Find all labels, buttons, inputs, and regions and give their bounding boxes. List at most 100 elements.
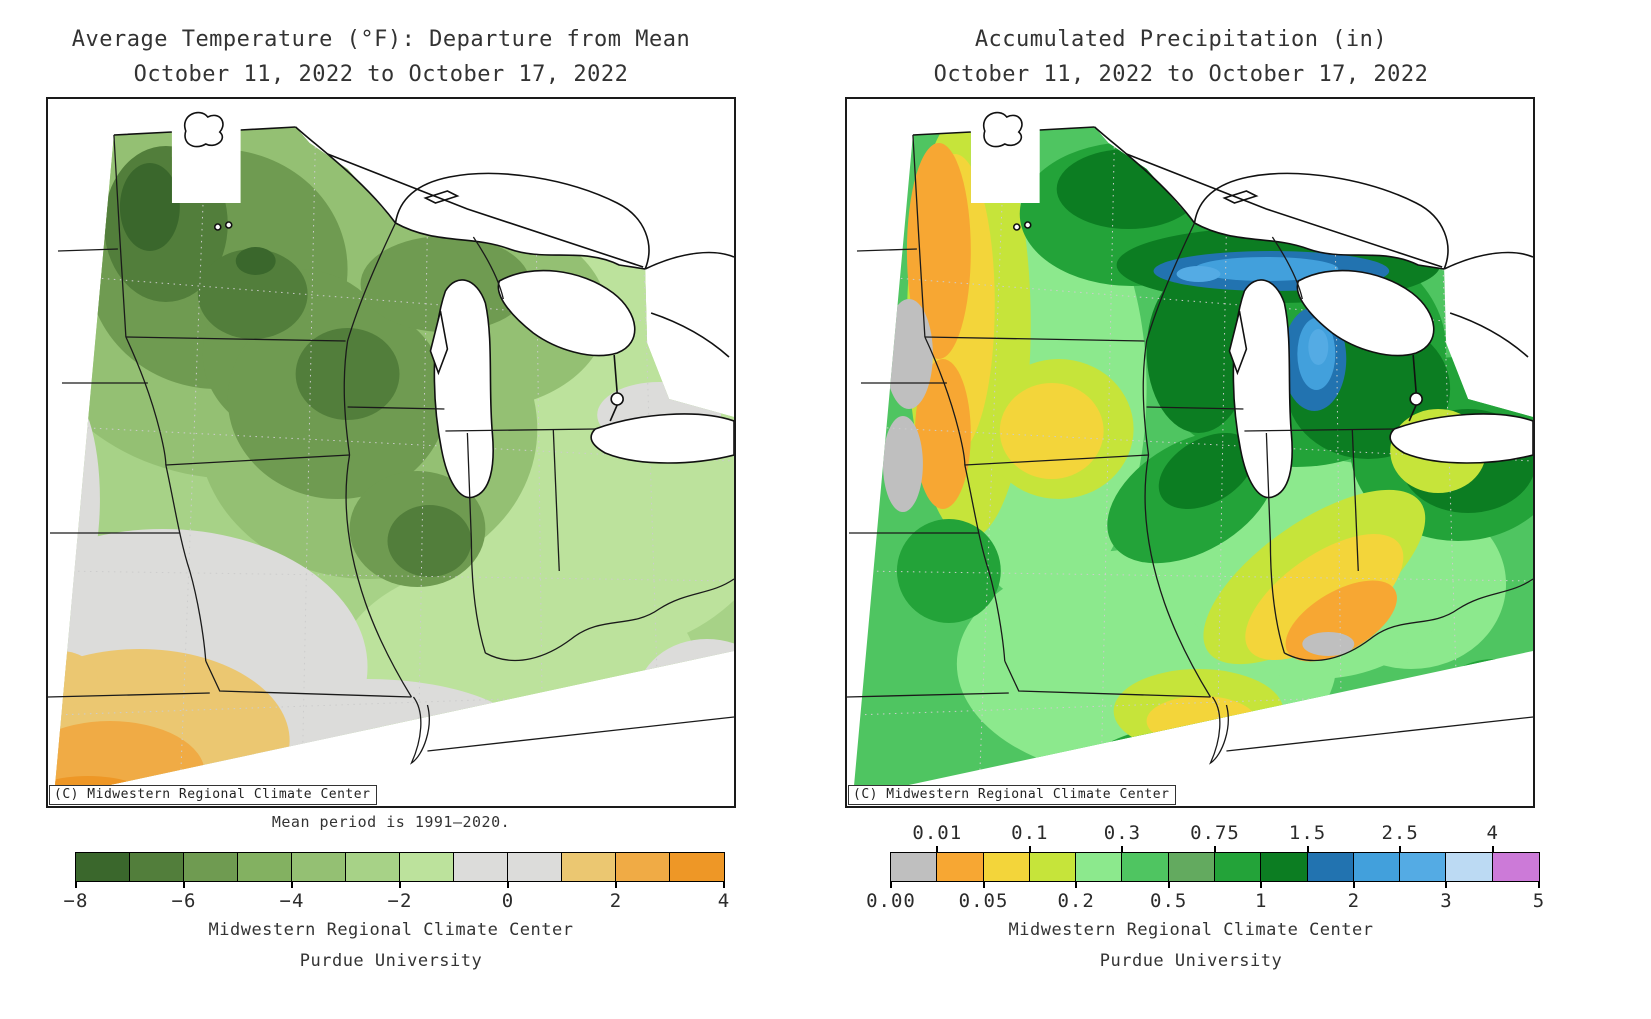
attribution-line2: Purdue University: [1099, 951, 1283, 971]
lake-huron: [497, 269, 636, 357]
mean-period-note: Mean period is 1991–2020.: [271, 813, 511, 831]
colorbar-tick-label: 1.5: [1288, 822, 1327, 844]
temperature-map: [48, 111, 734, 797]
colorbar-segment: [891, 853, 938, 881]
attribution-line1: Midwestern Regional Climate Center: [208, 920, 574, 940]
attribution-line2: Purdue University: [299, 951, 483, 971]
colorbar-tick-label: 3: [1440, 890, 1453, 912]
colorbar-segment: [1307, 853, 1354, 881]
coastlines: [113, 126, 734, 422]
colorbar-segment: [508, 853, 562, 881]
colorbar-segment: [562, 853, 616, 881]
precipitation-title: Accumulated Precipitation (in) October 1…: [825, 22, 1537, 92]
temperature-colorbar: −8 −6 −4 −2 0 2 4: [64, 852, 729, 912]
colorbar-tick: [291, 881, 293, 888]
small-lake: [1012, 223, 1021, 231]
colorbar-tick-label: 0.05: [958, 890, 1009, 912]
small-lake: [224, 221, 233, 229]
precipitation-map: [847, 111, 1533, 797]
attribution-line1: Midwestern Regional Climate Center: [1008, 920, 1374, 940]
colorbar-tick: [1075, 881, 1078, 888]
state-borders: [48, 134, 734, 765]
colorbar-tick-label: 2.5: [1381, 822, 1419, 844]
colorbar-tick-label: −2: [387, 890, 413, 912]
colorbar-tick-label: 0.00: [866, 890, 916, 912]
temperature-title-line1: Average Temperature (°F): Departure from…: [71, 27, 691, 52]
green-bay: [1228, 310, 1248, 376]
colorbar-tick-label: 5: [1532, 890, 1546, 912]
lake-of-the-woods: [982, 111, 1023, 148]
colorbar-tick-label: 0: [501, 890, 515, 912]
colorbar-tick: [890, 881, 892, 888]
colorbar-tick: [1445, 881, 1448, 888]
colorbar-tick: [399, 881, 401, 888]
colorbar-tick: [1260, 881, 1263, 888]
colorbar-tick: [183, 881, 185, 888]
small-lake: [213, 223, 222, 231]
lake-st-clair: [610, 392, 624, 406]
colorbar-tick: [1399, 846, 1402, 853]
precipitation-colorbar: 0.01 0.1 0.3 0.75 1.5 2.5 4 0.00 0.05 0.2 0.5 1 2 3 5: [866, 822, 1544, 912]
lake-erie: [1389, 413, 1533, 464]
colorbar-segment: [1029, 853, 1077, 881]
colorbar-tick: [1491, 846, 1494, 853]
state-borders: [847, 134, 1533, 765]
colorbar-tick-label: −8: [63, 890, 89, 912]
colorbar-segment: [238, 853, 292, 881]
lake-of-the-woods: [183, 111, 224, 148]
colorbar-segment: [937, 853, 984, 881]
lakes: [982, 111, 1533, 499]
lake-michigan: [433, 279, 494, 499]
small-lake: [1023, 221, 1032, 229]
colorbar-tick: [507, 881, 509, 888]
colorbar-segment: [292, 853, 346, 881]
lake-erie: [590, 413, 734, 464]
precipitation-title-line1: Accumulated Precipitation (in): [974, 27, 1388, 52]
colorbar-segment: [1446, 853, 1493, 881]
colorbar-segment: [670, 853, 724, 881]
colorbar-segment: [76, 853, 130, 881]
colorbar-tick: [723, 881, 725, 888]
colorbar-tick: [1028, 846, 1031, 853]
colorbar-tick: [615, 881, 617, 888]
lakes: [183, 111, 734, 499]
colorbar-tick-label: 0.2: [1057, 890, 1095, 912]
colorbar-segment: [1168, 853, 1215, 881]
colorbar-tick-label: 4: [717, 890, 731, 912]
colorbar-tick-label: 2: [609, 890, 623, 912]
colorbar-segment: [1261, 853, 1308, 881]
colorbar-segment: [1076, 853, 1123, 881]
coastlines: [912, 126, 1533, 422]
colorbar-tick-label: −6: [171, 890, 197, 912]
colorbar-segment: [130, 853, 184, 881]
lake-michigan: [1232, 279, 1293, 499]
colorbar-segment: [400, 853, 454, 881]
lake-st-clair: [1409, 392, 1423, 406]
colorbar-segment: [1400, 853, 1447, 881]
colorbar-tick-label: 1: [1255, 890, 1268, 912]
green-bay: [429, 310, 449, 376]
colorbar-tick: [1167, 881, 1170, 888]
colorbar-tick: [1121, 846, 1124, 853]
colorbar-tick: [1214, 846, 1216, 853]
colorbar-segment: [1353, 853, 1401, 881]
colorbar-segment: [454, 853, 508, 881]
colorbar-tick-label: 0.3: [1103, 822, 1142, 844]
copyright-watermark: (C) Midwestern Regional Climate Center: [848, 785, 1177, 805]
temperature-title: Average Temperature (°F): Departure from…: [26, 22, 736, 92]
copyright-watermark: (C) Midwestern Regional Climate Center: [49, 785, 378, 805]
temperature-title-line2: October 11, 2022 to October 17, 2022: [133, 62, 629, 87]
colorbar-tick-label: −4: [279, 890, 305, 912]
lake-huron: [1296, 269, 1435, 357]
colorbar-segment: [616, 853, 670, 881]
colorbar-segment: [983, 853, 1030, 881]
colorbar-tick: [75, 881, 77, 888]
colorbar-segment: [1122, 853, 1169, 881]
colorbar-tick: [1538, 881, 1540, 888]
colorbar-segment: [1492, 853, 1539, 881]
colorbar-tick: [982, 881, 985, 888]
isle-royale: [1222, 190, 1259, 204]
precipitation-title-line2: October 11, 2022 to October 17, 2022: [933, 62, 1429, 87]
colorbar-tick-label: 0.1: [1011, 822, 1049, 844]
